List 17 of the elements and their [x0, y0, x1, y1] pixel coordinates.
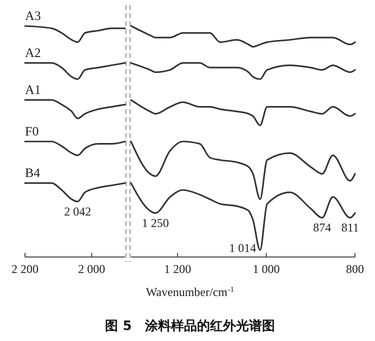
- series-label: A1: [25, 82, 41, 97]
- annotation: 811: [341, 220, 359, 235]
- text: 图 5 涂料样品的红外光谱图: [105, 318, 275, 334]
- annotation: 1 014: [229, 241, 256, 256]
- series-label: B4: [25, 165, 41, 180]
- x-tick-label: 1 000: [252, 262, 280, 276]
- x-tick-label: 2 000: [78, 262, 106, 276]
- x-tick-label: 2 200: [12, 262, 38, 276]
- x-axis-title: Wavenumber/cm$^{-1}$: [146, 284, 234, 299]
- series-label: A2: [25, 44, 41, 60]
- x-tick-label: 800: [346, 262, 364, 276]
- x-tick-label: 1 200: [164, 262, 192, 276]
- annotation: 874: [313, 220, 332, 235]
- series-label: A3: [25, 8, 41, 23]
- annotation: 2 042: [64, 204, 92, 219]
- annotation: 1 250: [142, 216, 169, 230]
- series-label: F0: [25, 124, 39, 138]
